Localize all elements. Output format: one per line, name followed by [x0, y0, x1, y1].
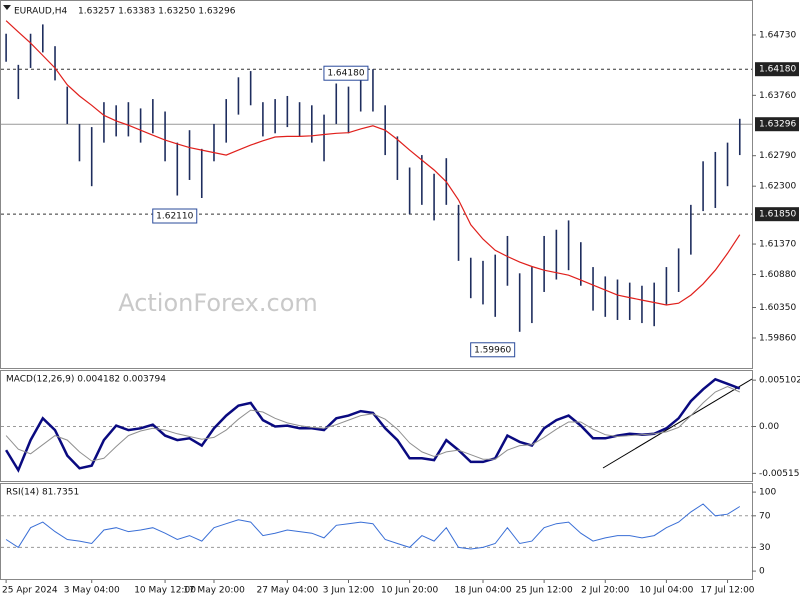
indicator-line: [5, 385, 741, 462]
annotation-box: [470, 342, 516, 358]
menu-triangle: [3, 5, 11, 10]
x-tick-label: 2 Jul 20:00: [581, 586, 630, 596]
y-tick-label: 1.61370: [759, 240, 796, 250]
y-tick-label: 0.00: [759, 422, 779, 432]
moving-average: [5, 20, 741, 306]
x-tick-label: 25 Jun 12:00: [516, 586, 573, 596]
x-tick-label: 10 Jul 04:00: [639, 586, 693, 596]
x-tick-label: 10 Jun 20:00: [381, 586, 438, 596]
y-tick-label: 100: [759, 488, 776, 498]
panel-subtitle: 1.63257 1.63383 1.63250 1.63296: [78, 7, 236, 17]
level-label: 1.61850: [759, 210, 796, 220]
x-tick-label: 27 May 04:00: [256, 586, 318, 596]
annotation-box: [323, 65, 369, 81]
level-box: [755, 207, 799, 222]
price-panel: [0, 0, 753, 369]
x-tick-label: 3 Jun 12:00: [323, 586, 375, 596]
indicator-line: [5, 503, 741, 550]
y-tick-label: -0.005159: [759, 469, 800, 479]
y-tick-label: 70: [759, 511, 771, 521]
y-tick-label: 1.62300: [759, 182, 796, 192]
level-box: [755, 62, 799, 77]
annotation-label: 1.62110: [156, 212, 193, 222]
watermark: ActionForex.com: [118, 289, 318, 317]
rsi-panel: [0, 483, 753, 580]
trend-line: [602, 378, 753, 469]
x-tick-label: 17 Jul 12:00: [701, 586, 755, 596]
level-label: 1.64180: [759, 65, 796, 75]
x-tick-label: 25 Apr 2024: [2, 586, 58, 596]
annotation-label: 1.59960: [474, 345, 511, 355]
y-tick-label: 1.64730: [759, 30, 796, 40]
panel-title: EURAUD,H4: [14, 7, 67, 17]
y-tick-label: 1.59860: [759, 334, 796, 344]
x-tick-label: 3 May 04:00: [64, 586, 120, 596]
indicator-line: [5, 377, 741, 473]
annotation-label: 1.64180: [327, 69, 364, 79]
level-label: 1.63296: [759, 120, 796, 130]
annotation-box: [152, 208, 198, 224]
level-box: [755, 117, 799, 132]
y-tick-label: 1.60880: [759, 270, 796, 280]
x-tick-label: 18 Jun 04:00: [454, 586, 511, 596]
y-tick-label: 0.005102: [759, 376, 800, 386]
y-tick-label: 1.60350: [759, 303, 796, 313]
y-tick-label: 1.62790: [759, 151, 796, 161]
x-tick-label: 10 May 12:00: [134, 586, 196, 596]
y-tick-label: 1.63760: [759, 91, 796, 101]
y-tick-label: 0: [759, 567, 765, 577]
y-tick-label: 30: [759, 543, 771, 553]
panel-title: RSI(14) 81.7351: [6, 488, 79, 498]
x-tick-label: 17 May 20:00: [183, 586, 245, 596]
panel-title: MACD(12,26,9) 0.004182 0.003794: [6, 375, 166, 385]
